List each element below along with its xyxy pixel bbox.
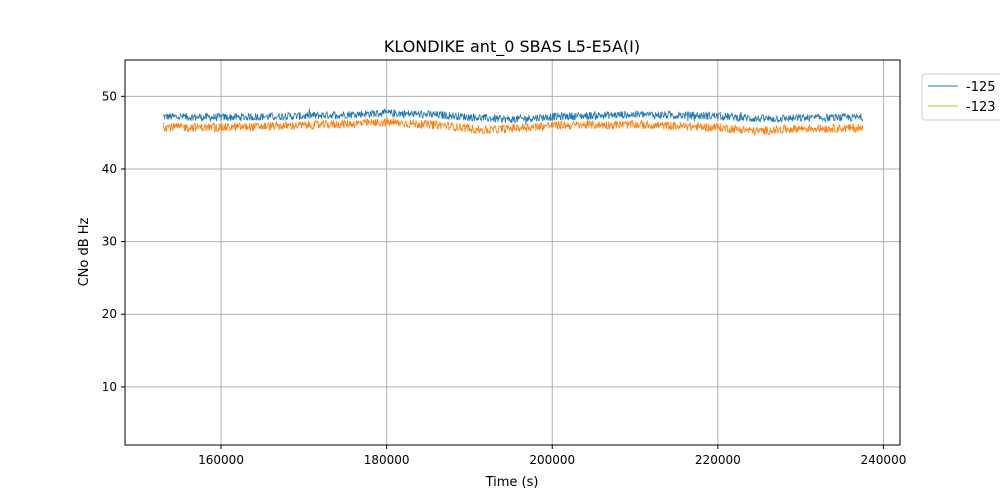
chart-title: KLONDIKE ant_0 SBAS L5-E5A(I) [384, 37, 640, 57]
x-tick-label: 200000 [529, 453, 575, 467]
y-tick-label: 30 [102, 235, 117, 249]
x-tick-label: 220000 [695, 453, 741, 467]
x-axis-ticks: 160000 180000 200000 220000 240000 [198, 445, 906, 467]
x-tick-label: 180000 [364, 453, 410, 467]
y-tick-label: 50 [102, 89, 117, 103]
y-tick-label: 10 [102, 380, 117, 394]
x-axis-label: Time (s) [485, 475, 539, 490]
series-line-2 [162, 117, 864, 136]
y-tick-label: 20 [102, 307, 117, 321]
y-axis-ticks: 10 20 30 40 50 [102, 89, 125, 394]
y-tick-label: 40 [102, 162, 117, 176]
legend: -125 -123 [921, 73, 1000, 121]
plot-series [162, 108, 864, 136]
plot-frame [124, 59, 901, 446]
y-axis-label: CNo dB Hz [77, 217, 92, 286]
x-tick-label: 160000 [198, 453, 244, 467]
legend-label-series-1: -125 [966, 80, 996, 95]
series-line-1 [162, 108, 864, 126]
x-tick-label: 240000 [861, 453, 907, 467]
legend-label-series-2: -123 [966, 100, 996, 115]
